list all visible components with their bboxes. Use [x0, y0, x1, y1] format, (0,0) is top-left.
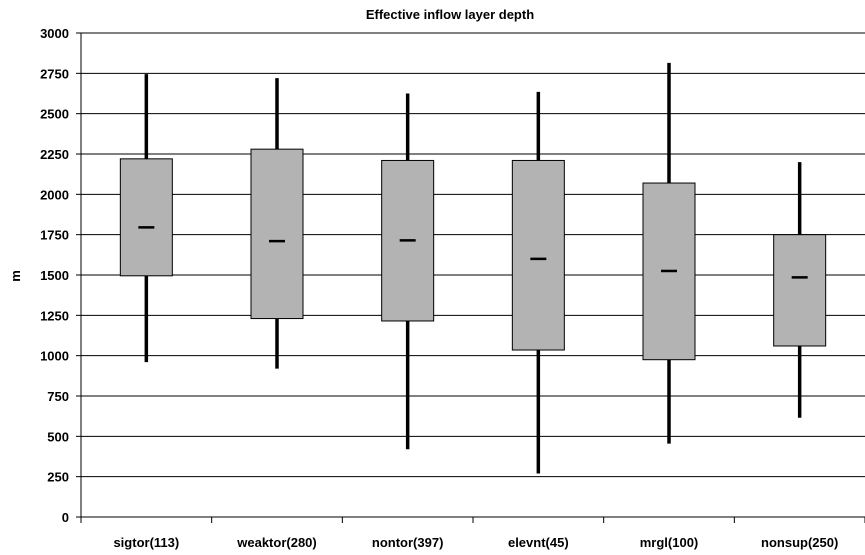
box [773, 234, 827, 347]
box [511, 159, 565, 351]
y-tick-label: 2000 [40, 187, 69, 202]
y-tick-label: 0 [62, 510, 69, 525]
y-axis-ticks: 0 250 500 750 1000 1250 1500 1750 2000 2250 2500 27… [40, 26, 81, 525]
x-tick-label: nontor(397) [372, 535, 444, 550]
y-tick-label: 2250 [40, 147, 69, 162]
x-tick-label: nonsup(250) [761, 535, 838, 550]
x-tick-label: mrgl(100) [640, 535, 699, 550]
y-tick-label: 1250 [40, 308, 69, 323]
y-axis-label: m [8, 270, 23, 282]
y-tick-label: 2750 [40, 66, 69, 81]
boxes [119, 62, 827, 474]
y-tick-label: 250 [47, 470, 69, 485]
chart-title: Effective inflow layer depth [366, 7, 534, 22]
y-tick-label: 1500 [40, 268, 69, 283]
x-tick-label: elevnt(45) [508, 535, 569, 550]
y-tick-label: 750 [47, 389, 69, 404]
y-tick-label: 1750 [40, 228, 69, 243]
y-tick-label: 2500 [40, 107, 69, 122]
box [250, 148, 304, 320]
x-axis: sigtor(113) weaktor(280) nontor(397) elevnt… [80, 33, 865, 550]
x-tick-label: weaktor(280) [236, 535, 316, 550]
y-tick-label: 3000 [40, 26, 69, 41]
y-tick-label: 500 [47, 429, 69, 444]
x-tick-label: sigtor(113) [113, 535, 179, 550]
y-tick-label: 1000 [40, 349, 69, 364]
box [119, 158, 173, 277]
gridlines [81, 32, 865, 478]
